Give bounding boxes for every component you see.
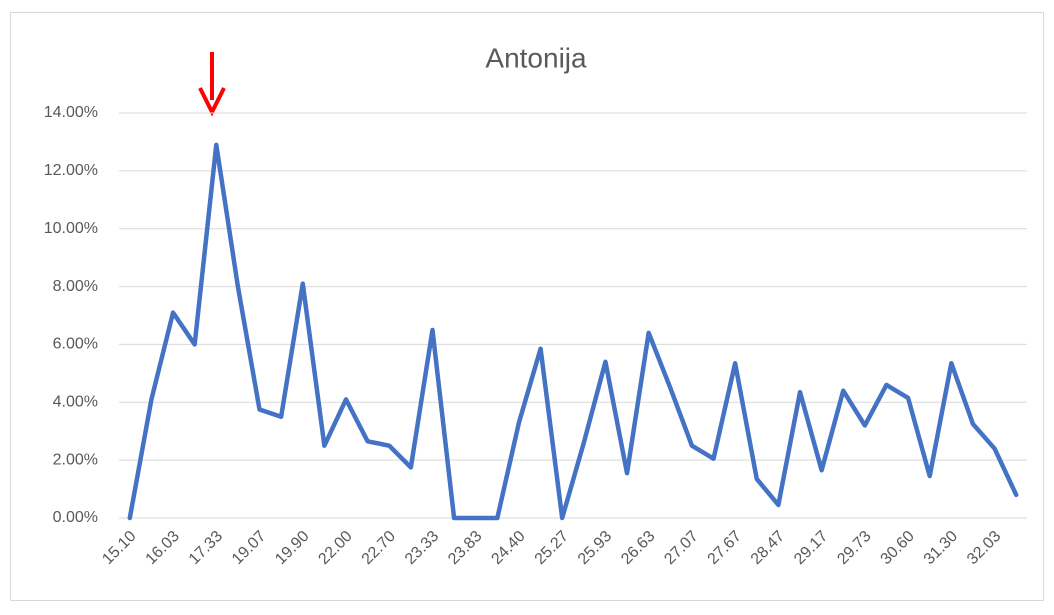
y-tick-label: 6.00% [53,336,98,353]
y-tick-label: 4.00% [53,394,98,411]
y-tick-label: 12.00% [44,162,98,179]
y-tick-label: 14.00% [44,104,98,121]
y-tick-label: 8.00% [53,278,98,295]
arrow [198,52,226,117]
y-tick-label: 0.00% [53,509,98,526]
y-tick-label: 2.00% [53,451,98,468]
y-tick-label: 10.00% [44,220,98,237]
line [127,142,1019,521]
chart-title: Antonija [485,42,587,73]
chart-frame [10,12,1044,601]
